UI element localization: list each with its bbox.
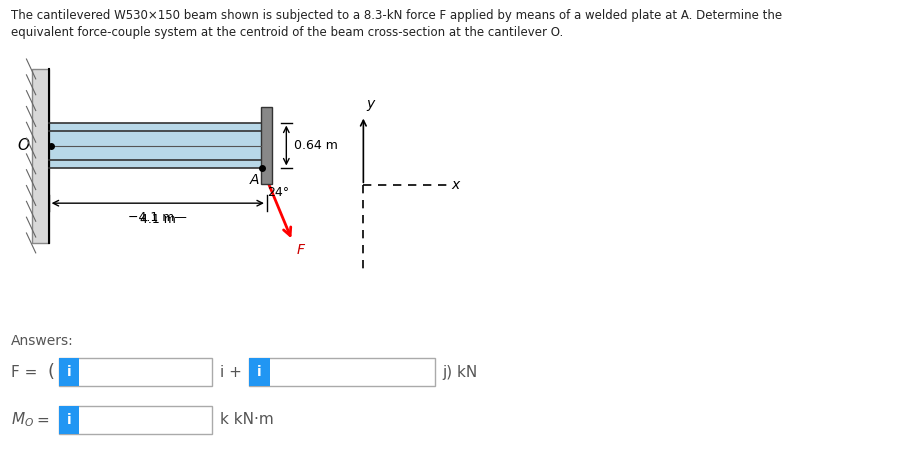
Text: i +: i +	[220, 365, 242, 379]
Text: F: F	[297, 243, 305, 257]
Bar	[59, 406, 212, 434]
Text: $M_O$: $M_O$	[11, 411, 34, 429]
Text: 0.64 m: 0.64 m	[294, 139, 338, 152]
Bar	[249, 358, 435, 386]
Bar	[59, 406, 79, 434]
Text: j) kN: j) kN	[442, 365, 477, 379]
Text: −4.1 m—: −4.1 m—	[128, 211, 187, 224]
Text: i: i	[258, 365, 262, 379]
Text: O: O	[18, 138, 30, 153]
Text: (: (	[48, 363, 54, 381]
Bar	[32, 69, 49, 243]
Text: i: i	[66, 413, 71, 427]
Text: k kN·m: k kN·m	[220, 412, 273, 427]
Bar	[261, 107, 272, 184]
Text: Answers:: Answers:	[11, 334, 74, 348]
Text: 4.1 m: 4.1 m	[140, 213, 175, 226]
Text: equivalent force-couple system at the centroid of the beam cross-section at the : equivalent force-couple system at the ce…	[11, 26, 563, 39]
Text: A: A	[250, 173, 259, 187]
Bar	[59, 358, 212, 386]
Bar	[49, 123, 261, 168]
Text: x: x	[451, 178, 460, 193]
Text: F =: F =	[11, 365, 37, 379]
Text: y: y	[366, 97, 375, 111]
Text: i: i	[66, 365, 71, 379]
Text: =: =	[37, 412, 50, 427]
Text: 24°: 24°	[267, 186, 289, 199]
Bar	[59, 358, 79, 386]
Bar	[249, 358, 270, 386]
Text: The cantilevered W530×150 beam shown is subjected to a 8.3-kN force F applied by: The cantilevered W530×150 beam shown is …	[11, 9, 782, 22]
